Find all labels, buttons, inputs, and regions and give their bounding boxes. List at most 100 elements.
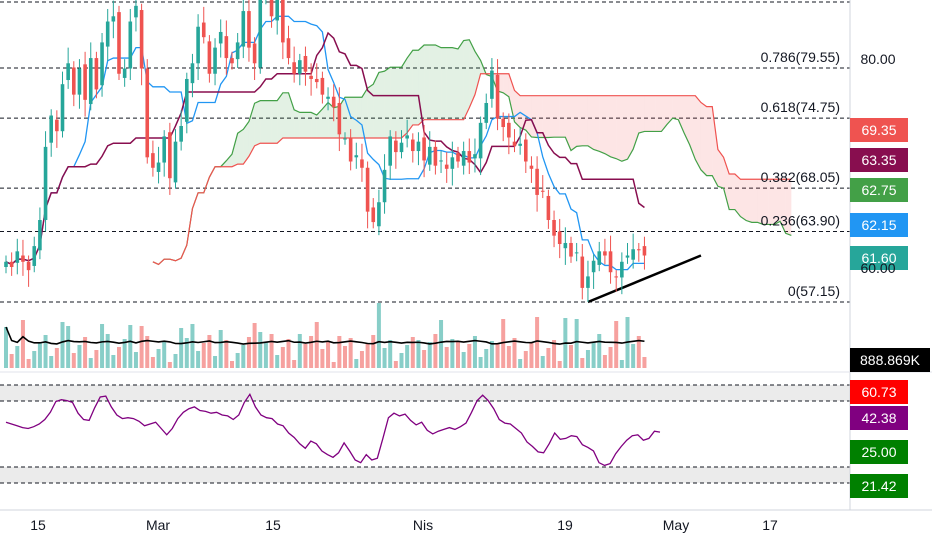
candle-body (574, 252, 579, 254)
candle-body (512, 141, 517, 146)
volume-bar (117, 347, 121, 368)
candle-body (597, 251, 602, 265)
price-tag: 63.35 (861, 152, 896, 168)
candle-body (456, 153, 460, 162)
candle-body (563, 242, 568, 249)
ichimoku-cloud-segment (288, 92, 295, 138)
candle-body (377, 202, 381, 227)
candle-body (247, 11, 251, 48)
candle-body (213, 47, 217, 74)
volume-bar (184, 338, 189, 368)
ichimoku-cloud-segment (361, 88, 368, 138)
candle-body (241, 11, 246, 47)
ichimoku-cloud-segment (407, 50, 413, 133)
volume-bar (422, 350, 427, 368)
volume-bar (230, 361, 234, 368)
volume-bar (26, 359, 31, 368)
price-tag-bg (850, 213, 908, 237)
ichimoku-cloud-segment (469, 39, 475, 108)
ichimoku-span-a-line (152, 39, 792, 266)
candle-body (162, 136, 166, 163)
candle-body (128, 21, 133, 69)
candle-body (326, 96, 330, 99)
volume-bar (518, 359, 523, 368)
volume-bar (49, 356, 54, 368)
indicator-tag-bg (850, 406, 908, 430)
candle-body (354, 155, 359, 158)
fib-level-label: 0.786(79.55) (761, 49, 840, 65)
candle-body (546, 195, 551, 220)
candle-body (343, 138, 347, 140)
candle-body (173, 141, 178, 183)
volume-bar (557, 361, 562, 368)
indicator-tag-bg (850, 380, 908, 404)
candle-body (382, 169, 387, 203)
candle-body (117, 12, 121, 74)
indicator-tag-bg (850, 474, 908, 498)
volume-bar (348, 338, 353, 368)
volume-bar (326, 341, 331, 368)
volume-bar (320, 349, 325, 368)
volume-bar (297, 334, 302, 368)
volume-bar (597, 334, 602, 368)
price-tag: 62.75 (861, 182, 896, 198)
volume-bar (388, 340, 393, 368)
volume-bar (71, 353, 76, 368)
ichimoku-cloud-segment (424, 45, 430, 120)
ichimoku-cloud-segment (514, 90, 521, 128)
ichimoku-cloud-segment (695, 95, 701, 170)
candle-body (185, 78, 189, 122)
volume-bar (495, 344, 500, 368)
ichimoku-cloud-segment (554, 95, 560, 138)
volume-bar (552, 340, 557, 368)
candle-body (439, 160, 443, 162)
candle-body (145, 68, 150, 158)
candle-body (371, 207, 376, 223)
ichimoku-cloud-segment (587, 95, 594, 150)
indicator-tag: 25.00 (861, 444, 896, 460)
ichimoku-cloud-segment (350, 97, 357, 138)
price-tag-bg (850, 118, 908, 142)
volume-bar (196, 351, 201, 368)
candle-body (235, 42, 240, 60)
price-tag-bg (850, 178, 908, 202)
candle-body (94, 58, 99, 90)
ichimoku-cloud-segment (740, 179, 747, 221)
ichimoku-cloud-segment (412, 50, 419, 125)
ichimoku-cloud-segment (401, 58, 408, 138)
ichimoku-cloud-segment (322, 102, 329, 138)
time-axis-tick: Mar (146, 517, 170, 533)
candle-body (309, 75, 313, 79)
ichimoku-cloud-segment (390, 67, 396, 138)
ichimoku-cloud-segment (548, 95, 555, 138)
candle-body (298, 60, 302, 74)
time-axis-tick: 17 (762, 517, 778, 533)
volume-bar (20, 320, 25, 368)
volume-bar (241, 345, 246, 368)
candle-body (38, 219, 42, 251)
candle-body (535, 168, 539, 195)
volume-bar (32, 351, 37, 368)
time-axis-tick: Nis (413, 517, 433, 533)
volume-bar (263, 342, 268, 368)
volume-bar (60, 322, 65, 368)
volume-bar (546, 348, 551, 368)
ichimoku-cloud-segment (599, 95, 605, 154)
candle-body (139, 10, 144, 69)
indicator-tag-bg (850, 440, 908, 464)
candle-body (190, 63, 195, 84)
volume-average-line (5, 326, 645, 345)
candle-body (603, 251, 607, 256)
candle-body (411, 139, 415, 152)
trendline (587, 254, 702, 304)
volume-bar (94, 350, 99, 368)
price-axis-tick: 80.00 (860, 51, 895, 67)
ichimoku-cloud-segment (734, 174, 741, 217)
ichimoku-cloud-segment (435, 45, 442, 120)
ichimoku-cloud-segment (616, 95, 622, 162)
ichimoku-cloud-segment (763, 179, 769, 225)
volume-bar (569, 345, 573, 368)
candle-body (337, 102, 342, 135)
candle-body (433, 146, 438, 166)
